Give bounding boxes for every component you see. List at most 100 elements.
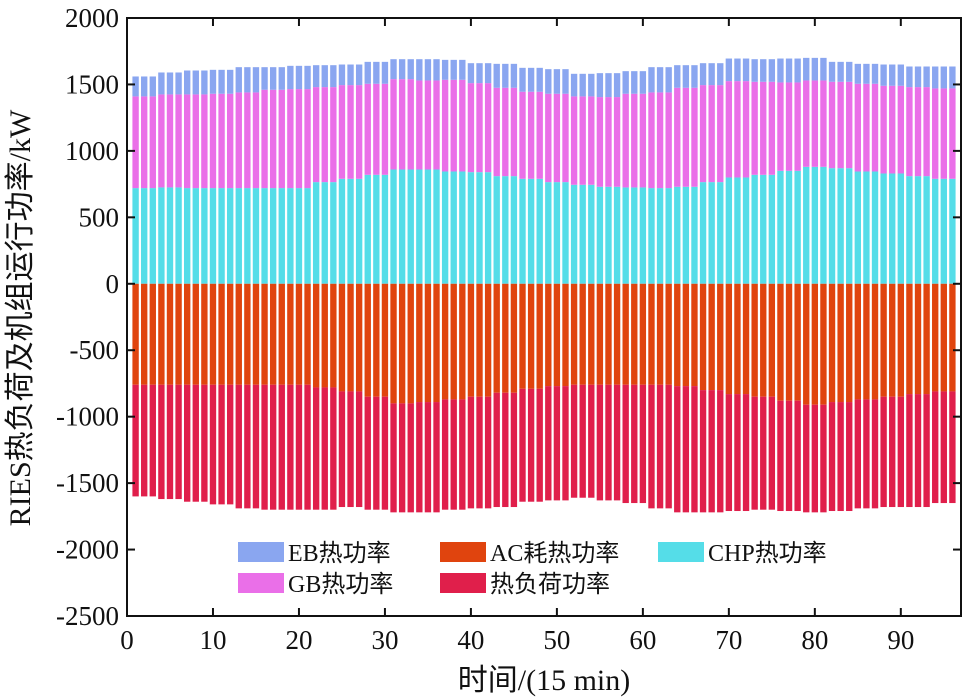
- bar: [682, 283, 690, 387]
- bar: [837, 81, 844, 169]
- bar: [803, 80, 810, 167]
- bar: [355, 283, 363, 392]
- bar: [252, 283, 260, 385]
- bar: [665, 283, 672, 385]
- bar: [828, 168, 836, 284]
- bar: [794, 58, 801, 83]
- bar: [846, 61, 853, 82]
- bar: [261, 384, 268, 510]
- bar: [846, 402, 853, 512]
- bar: [149, 76, 156, 97]
- bar: [854, 171, 862, 284]
- bar: [536, 178, 543, 284]
- bar: [570, 184, 578, 284]
- bar: [648, 384, 655, 509]
- bar: [450, 59, 457, 80]
- bar: [751, 59, 758, 82]
- axes-layer: -2500-2000-1500-1000-5000500100015002000…: [56, 3, 962, 655]
- bar: [596, 73, 604, 98]
- bar: [605, 384, 612, 501]
- bar: [785, 82, 793, 171]
- bar: [295, 283, 303, 385]
- bar: [682, 65, 690, 88]
- bar: [906, 394, 913, 508]
- bar: [932, 391, 939, 504]
- bar: [158, 72, 165, 95]
- bar: [149, 384, 156, 497]
- bar: [768, 81, 776, 175]
- bar: [364, 61, 371, 84]
- bar: [656, 384, 664, 509]
- bar: [622, 384, 629, 504]
- bar: [880, 396, 887, 508]
- bar: [527, 67, 535, 92]
- bar: [175, 283, 182, 385]
- bar: [244, 67, 251, 93]
- bar: [201, 188, 208, 284]
- bar: [287, 384, 294, 510]
- bar: [235, 188, 242, 284]
- bar: [914, 283, 922, 395]
- bar: [459, 283, 466, 400]
- bar: [218, 188, 225, 284]
- bar: [244, 188, 251, 284]
- bar: [562, 386, 569, 501]
- bar: [725, 58, 733, 82]
- legend-swatch: [440, 573, 486, 593]
- bar: [209, 93, 217, 189]
- bar: [398, 403, 406, 513]
- bar: [252, 92, 260, 189]
- bar: [605, 186, 612, 284]
- bar: [493, 283, 500, 393]
- bar: [141, 283, 148, 385]
- legend-swatch: [658, 542, 704, 562]
- bar: [269, 89, 277, 189]
- bar: [450, 399, 457, 510]
- bar: [424, 169, 432, 284]
- bar: [312, 65, 320, 88]
- bar: [871, 171, 879, 284]
- y-tick-label: 1000: [65, 136, 119, 166]
- bar: [940, 391, 947, 504]
- bar: [201, 70, 208, 95]
- bar: [235, 384, 242, 509]
- bar: [889, 396, 896, 508]
- bar: [132, 283, 139, 385]
- bar: [562, 93, 569, 183]
- bar: [588, 384, 595, 498]
- bar: [527, 178, 535, 284]
- bar: [639, 93, 647, 188]
- bar: [244, 384, 251, 509]
- y-tick-label: -2500: [56, 601, 119, 631]
- bar: [132, 384, 139, 497]
- bar: [751, 174, 758, 284]
- bar: [502, 176, 509, 284]
- bar: [545, 93, 552, 183]
- bar: [347, 391, 354, 508]
- bar: [674, 87, 681, 187]
- bar: [235, 283, 242, 385]
- bar: [416, 80, 423, 170]
- bar: [519, 67, 526, 92]
- bar: [596, 186, 604, 284]
- bar: [742, 283, 750, 395]
- x-tick-label: 0: [120, 625, 134, 655]
- bar: [364, 283, 371, 397]
- bar: [226, 188, 234, 284]
- bar: [476, 172, 483, 284]
- bar: [760, 396, 767, 510]
- bar: [424, 59, 432, 81]
- bar: [269, 188, 277, 284]
- legend-label: EB热功率: [288, 540, 391, 567]
- bar: [287, 188, 294, 284]
- bar: [252, 67, 260, 93]
- bar: [742, 394, 750, 512]
- bar: [493, 392, 500, 508]
- bar: [407, 59, 414, 80]
- x-axis-label: 时间/(15 min): [458, 664, 631, 697]
- bar: [184, 283, 191, 385]
- y-tick-label: -2000: [56, 535, 119, 565]
- bar: [433, 169, 440, 284]
- bar: [785, 58, 793, 83]
- bar: [811, 283, 819, 405]
